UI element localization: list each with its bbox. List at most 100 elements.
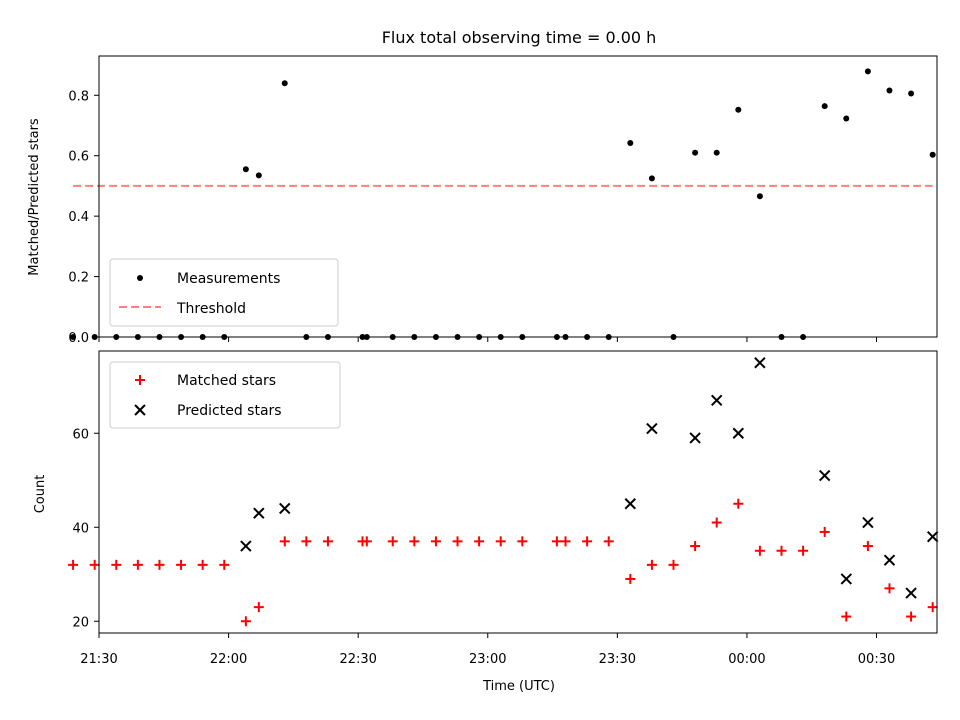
predicted-point: [905, 587, 917, 599]
matched-point: [240, 616, 251, 627]
count-y-tick-label: 60: [72, 427, 89, 442]
predicted-point-b: [646, 422, 658, 435]
count-x-tick-label: 00:30: [858, 652, 895, 667]
legend-matched-label: Matched stars: [177, 373, 276, 389]
count-legend: Matched stars Predicted stars: [109, 361, 341, 429]
measurement-point: [627, 140, 634, 147]
predicted-point: [754, 357, 766, 369]
ratio-panel: 0.00.20.40.60.8 Matched/Predicted stars …: [27, 55, 938, 346]
ratio-legend: Measurements Threshold: [109, 258, 339, 327]
predicted-point-b: [732, 427, 745, 439]
predicted-point-b: [754, 357, 766, 369]
count-x-tick-label: 22:00: [210, 652, 247, 667]
ratio-y-tick-label: 0.8: [68, 89, 89, 104]
matched-point: [219, 559, 230, 570]
predicted-point-b: [253, 507, 265, 519]
predicted-point-b: [905, 587, 917, 599]
legend-predicted-label: Predicted stars: [177, 403, 282, 419]
matched-point: [474, 536, 485, 547]
legend-measurements-label: Measurements: [177, 271, 280, 287]
ratio-panel-frame: [98, 55, 938, 338]
ratio-legend-box: [109, 258, 339, 327]
measurement-point: [821, 103, 828, 110]
x-axis-label: Time (UTC): [482, 679, 555, 694]
matched-point: [690, 541, 701, 552]
matched-point: [361, 536, 372, 547]
measurement-point: [713, 149, 720, 156]
count-y-tick-label: 20: [72, 615, 89, 630]
matched-point: [495, 536, 506, 547]
matched-point: [560, 536, 571, 547]
matched-point: [279, 536, 290, 547]
count-panel-frame: [98, 350, 938, 634]
matched-point: [884, 583, 895, 594]
predicted-point-b: [279, 502, 291, 515]
predicted-point: [818, 469, 831, 482]
measurement-point: [929, 151, 936, 158]
predicted-point: [240, 540, 252, 552]
predicted-point-b: [862, 516, 874, 529]
matched-point: [111, 559, 122, 570]
predicted-point: [646, 422, 658, 435]
matched-point: [798, 545, 809, 556]
matched-point: [819, 526, 830, 537]
predicted-point: [862, 516, 874, 529]
predicted-point: [732, 427, 745, 439]
count-x-tick-label: 22:30: [339, 652, 376, 667]
count-x-tick-label: 00:00: [728, 652, 765, 667]
matched-point: [927, 602, 938, 613]
matched-point: [711, 517, 722, 528]
measurement-point: [756, 193, 763, 200]
matched-point: [754, 545, 765, 556]
ratio-y-tick-label: 0.4: [68, 210, 89, 225]
matched-point: [646, 559, 657, 570]
ratio-y-tick-label: 0.6: [68, 150, 89, 165]
matched-point: [551, 536, 562, 547]
matched-point: [197, 559, 208, 570]
predicted-point-b: [926, 530, 939, 543]
measurement-point: [648, 175, 655, 182]
legend-threshold-label: Threshold: [176, 301, 246, 317]
measurement-point: [255, 172, 262, 179]
matched-point: [409, 536, 420, 547]
matched-point: [452, 536, 463, 547]
predicted-point-b: [840, 573, 852, 585]
matched-point: [625, 573, 636, 584]
predicted-point: [710, 394, 723, 407]
count-x-tick-label: 23:30: [599, 652, 636, 667]
matched-point: [582, 536, 593, 547]
matched-point: [668, 559, 679, 570]
measurement-point: [91, 334, 98, 340]
chart-title: Flux total observing time = 0.00 h: [382, 28, 657, 47]
predicted-point: [253, 507, 265, 519]
ratio-y-tick-label: 0.2: [68, 271, 89, 286]
matched-point: [733, 498, 744, 509]
matched-point: [841, 611, 852, 622]
count-panel-ticks: 20 40 60 21:30 22:00 22:30 23:00 23:30 00:00 00:3…: [72, 427, 895, 667]
matched-point: [906, 611, 917, 622]
legend-cross-b: [134, 404, 146, 416]
matched-points: [68, 498, 938, 627]
predicted-point-b: [689, 432, 701, 444]
predicted-point: [883, 554, 896, 566]
predicted-point-b: [624, 498, 637, 510]
measurement-point: [908, 90, 915, 97]
measurement-point: [886, 87, 893, 94]
measurement-point: [281, 80, 288, 87]
legend-plus: [135, 375, 145, 385]
legend-cross: [134, 404, 146, 416]
measurement-point: [70, 334, 77, 340]
matched-point: [176, 559, 187, 570]
measurement-point: [864, 68, 871, 75]
predicted-point-b: [710, 394, 723, 407]
predicted-point: [279, 502, 291, 515]
matched-point: [430, 536, 441, 547]
count-panel: 20 40 60 21:30 22:00 22:30 23:00 23:30 00:00 00:3…: [33, 350, 939, 694]
predicted-point: [624, 498, 637, 510]
matched-point: [387, 536, 398, 547]
matched-point: [154, 559, 165, 570]
measurement-point: [692, 149, 699, 156]
count-x-tick-label: 21:30: [80, 652, 117, 667]
